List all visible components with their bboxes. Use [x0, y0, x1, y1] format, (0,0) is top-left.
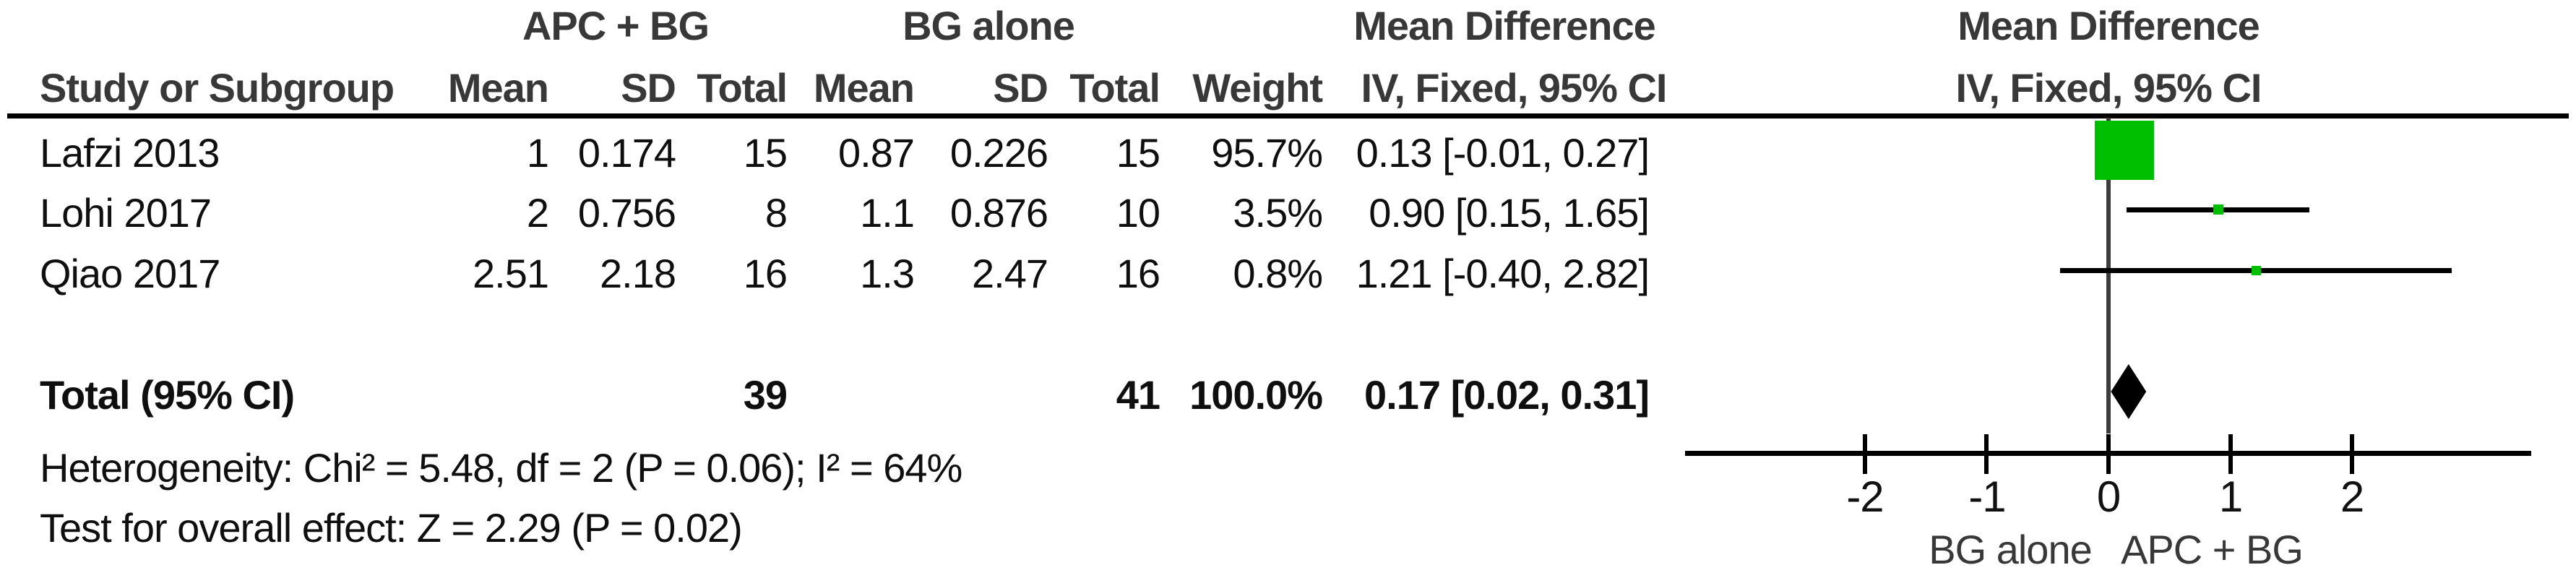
effect-header-right: Mean Difference	[1957, 3, 2260, 48]
sd2-cell: 0.876	[949, 190, 1048, 236]
x-tick-label: 1	[2218, 473, 2243, 521]
col-header-weight: Weight	[1192, 65, 1323, 111]
total2-cell: 10	[1116, 190, 1160, 236]
weight-square	[2251, 265, 2261, 275]
mean1-cell: 2	[526, 190, 549, 236]
group-header-experimental: APC + BG	[522, 3, 710, 48]
study-name: Qiao 2017	[40, 251, 220, 296]
x-tick-label: 2	[2340, 473, 2364, 521]
sd2-cell: 2.47	[972, 251, 1048, 296]
mean2-cell: 1.3	[860, 251, 915, 296]
ci-cell: 0.13 [-0.01, 0.27]	[1356, 130, 1650, 176]
col-header-total2: Total	[1069, 65, 1160, 111]
ci-cell: 1.21 [-0.40, 2.82]	[1356, 251, 1650, 296]
x-tick-label: -2	[1846, 473, 1884, 521]
weight-cell: 3.5%	[1233, 190, 1323, 236]
header-rule	[7, 113, 2569, 118]
overall-effect-text: Test for overall effect: Z = 2.29 (P = 0…	[40, 505, 743, 551]
total2-cell: 15	[1116, 130, 1160, 176]
total-label: Total (95% CI)	[40, 372, 295, 418]
total-total2-cell: 41	[1116, 372, 1160, 418]
group-header-control: BG alone	[903, 3, 1075, 48]
total1-cell: 15	[743, 130, 788, 176]
x-axis-line	[1685, 451, 2531, 456]
sd1-cell: 2.18	[600, 251, 676, 296]
weight-square	[2213, 204, 2223, 215]
weight-cell: 0.8%	[1233, 251, 1323, 296]
sd1-cell: 0.174	[577, 130, 676, 176]
weight-cell: 95.7%	[1211, 130, 1323, 176]
weight-square	[2094, 121, 2154, 180]
total-diamond	[2111, 364, 2147, 419]
col-header-sd2: SD	[993, 65, 1048, 111]
favours-left-label: BG alone	[1929, 527, 2092, 572]
mean1-cell: 1	[526, 130, 549, 176]
col-header-mean2: Mean	[813, 65, 915, 111]
total-total1-cell: 39	[743, 372, 788, 418]
total2-cell: 16	[1116, 251, 1160, 296]
mean1-cell: 2.51	[473, 251, 549, 296]
ci-cell: 0.90 [0.15, 1.65]	[1369, 190, 1650, 236]
total1-cell: 8	[764, 190, 788, 236]
col-header-ci-left: IV, Fixed, 95% CI	[1361, 65, 1668, 111]
heterogeneity-text: Heterogeneity: Chi² = 5.48, df = 2 (P = …	[40, 445, 962, 491]
total-ci-cell: 0.17 [0.02, 0.31]	[1364, 372, 1650, 418]
mean2-cell: 1.1	[860, 190, 915, 236]
col-header-sd1: SD	[621, 65, 676, 111]
col-header-study: Study or Subgroup	[40, 65, 395, 111]
study-name: Lafzi 2013	[40, 130, 220, 176]
col-header-total1: Total	[697, 65, 788, 111]
col-header-mean1: Mean	[447, 65, 549, 111]
total-weight-cell: 100.0%	[1189, 372, 1323, 418]
sd1-cell: 0.756	[577, 190, 676, 236]
mean2-cell: 0.87	[838, 130, 915, 176]
zero-line	[2106, 118, 2111, 434]
col-header-ci-right: IV, Fixed, 95% CI	[1955, 65, 2262, 111]
effect-header-left: Mean Difference	[1353, 3, 1656, 48]
x-tick-label: -1	[1968, 473, 2006, 521]
total1-cell: 16	[743, 251, 788, 296]
x-tick-label: 0	[2096, 473, 2121, 521]
study-name: Lohi 2017	[40, 190, 212, 236]
favours-right-label: APC + BG	[2121, 527, 2304, 572]
sd2-cell: 0.226	[949, 130, 1048, 176]
